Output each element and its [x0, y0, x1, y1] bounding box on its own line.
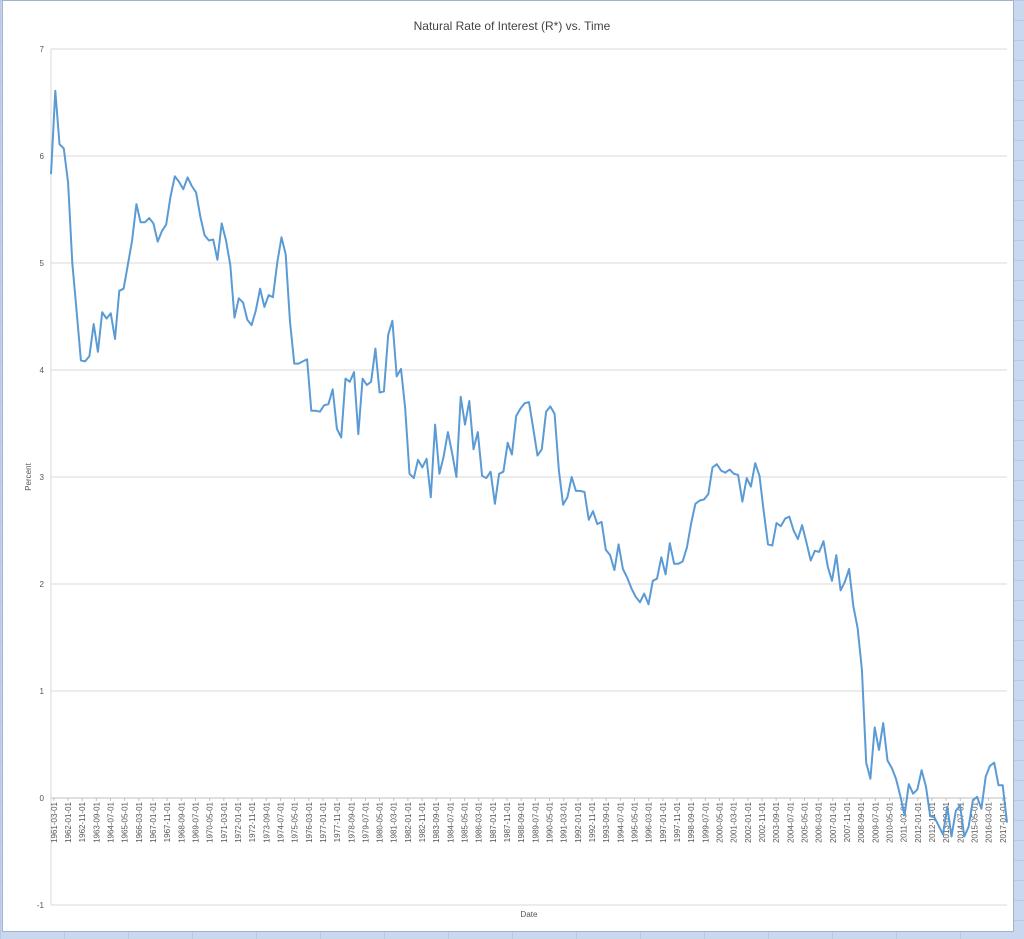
x-tick-label: 1987-11-01 [503, 801, 512, 842]
x-tick-label: 1965-05-01 [121, 801, 130, 842]
y-axis-label: Percent [24, 462, 33, 490]
x-tick-label: 1997-01-01 [659, 801, 668, 842]
x-tick-label: 2010-05-01 [885, 801, 894, 842]
x-tick-label: 2002-11-01 [758, 801, 767, 842]
x-tick-label: 1972-11-01 [248, 801, 257, 842]
x-tick-label: 2016-03-01 [985, 801, 994, 842]
x-tick-label: 2000-05-01 [715, 801, 724, 842]
x-tick-label: 1996-03-01 [645, 801, 654, 842]
x-tick-label: 1967-11-01 [163, 801, 172, 842]
x-tick-label: 1998-09-01 [687, 801, 696, 842]
x-tick-label: 2017-01-01 [999, 801, 1008, 842]
x-tick-label: 1969-07-01 [191, 801, 200, 842]
x-tick-label: 1970-05-01 [206, 801, 215, 842]
y-tick-label: 0 [40, 794, 45, 803]
line-chart: Natural Rate of Interest (R*) vs. Time -… [24, 19, 1008, 919]
y-tick-label: -1 [37, 901, 45, 910]
y-tick-label: 1 [40, 687, 45, 696]
x-tick-label: 2003-09-01 [772, 801, 781, 842]
x-tick-label: 1962-01-01 [64, 801, 73, 842]
x-tick-label: 1982-01-01 [404, 801, 413, 842]
x-tick-label: 2015-05-01 [970, 801, 979, 842]
x-tick-label: 2013-09-01 [942, 801, 951, 842]
x-tick-label: 2011-03-01 [900, 801, 909, 842]
x-tick-label: 1975-05-01 [291, 801, 300, 842]
x-tick-label: 1988-09-01 [517, 801, 526, 842]
x-tick-label: 2007-01-01 [829, 801, 838, 842]
x-tick-label: 1978-09-01 [347, 801, 356, 842]
x-tick-label: 1977-01-01 [319, 801, 328, 842]
series-line [50, 89, 1008, 838]
x-tick-label: 1971-03-01 [220, 801, 229, 842]
x-tick-label: 1972-01-01 [234, 801, 243, 842]
x-tick-label: 1991-03-01 [560, 801, 569, 842]
x-tick-label: 2008-09-01 [857, 801, 866, 842]
x-tick-label: 1992-11-01 [588, 801, 597, 842]
x-tick-label: 1979-07-01 [361, 801, 370, 842]
x-tick-label: 1984-07-01 [446, 801, 455, 842]
x-tick-label: 2002-01-01 [744, 801, 753, 842]
y-tick-label: 2 [40, 580, 45, 589]
x-tick-label: 2009-07-01 [871, 801, 880, 842]
x-tick-label: 1997-11-01 [673, 801, 682, 842]
x-tick-label: 1987-01-01 [489, 801, 498, 842]
x-tick-label: 1967-01-01 [149, 801, 158, 842]
x-tick-label: 2012-01-01 [914, 801, 923, 842]
x-tick-label: 1982-11-01 [418, 801, 427, 842]
x-tick-label: 1977-11-01 [333, 801, 342, 842]
x-tick-label: 1964-07-01 [106, 801, 115, 842]
x-tick-label: 1963-09-01 [92, 801, 101, 842]
x-tick-label: 1974-07-01 [276, 801, 285, 842]
chart-title: Natural Rate of Interest (R*) vs. Time [414, 19, 611, 33]
x-tick-label: 1989-07-01 [531, 801, 540, 842]
y-tick-label: 4 [40, 366, 45, 375]
x-tick-label: 1981-03-01 [390, 801, 399, 842]
series-layer [50, 89, 1008, 838]
x-tick-label: 2005-05-01 [800, 801, 809, 842]
x-axis-label: Date [521, 910, 538, 919]
x-axis-ticks: 1961-03-01 1962-01-01 1962-11-01 1963-09-01… [50, 798, 1008, 843]
x-tick-label: 1961-03-01 [50, 801, 59, 842]
x-tick-label: 1962-11-01 [78, 801, 87, 842]
y-tick-label: 3 [40, 473, 45, 482]
x-tick-label: 2012-11-01 [928, 801, 937, 842]
x-tick-label: 1992-01-01 [574, 801, 583, 842]
x-tick-label: 2004-07-01 [786, 801, 795, 842]
x-tick-label: 1973-09-01 [262, 801, 271, 842]
x-tick-label: 1990-05-01 [546, 801, 555, 842]
y-tick-label: 6 [40, 152, 45, 161]
x-tick-label: 1985-05-01 [461, 801, 470, 842]
x-tick-label: 2007-11-01 [843, 801, 852, 842]
x-tick-label: 1980-05-01 [376, 801, 385, 842]
x-tick-label: 1993-09-01 [602, 801, 611, 842]
y-tick-label: 5 [40, 259, 45, 268]
x-tick-label: 1983-09-01 [432, 801, 441, 842]
x-tick-label: 2014-07-01 [956, 801, 965, 842]
y-tick-label: 7 [40, 45, 45, 54]
x-tick-label: 2006-03-01 [815, 801, 824, 842]
x-tick-label: 1999-07-01 [701, 801, 710, 842]
x-tick-label: 2001-03-01 [730, 801, 739, 842]
x-tick-label: 1968-09-01 [177, 801, 186, 842]
x-tick-label: 1994-07-01 [616, 801, 625, 842]
x-tick-label: 1986-03-01 [475, 801, 484, 842]
gridlines [50, 48, 1007, 906]
x-tick-label: 1966-03-01 [135, 801, 144, 842]
y-axis-ticks: -1 0 1 2 3 4 5 6 7 [37, 45, 45, 910]
x-tick-label: 1976-03-01 [305, 801, 314, 842]
x-tick-label: 1995-05-01 [631, 801, 640, 842]
